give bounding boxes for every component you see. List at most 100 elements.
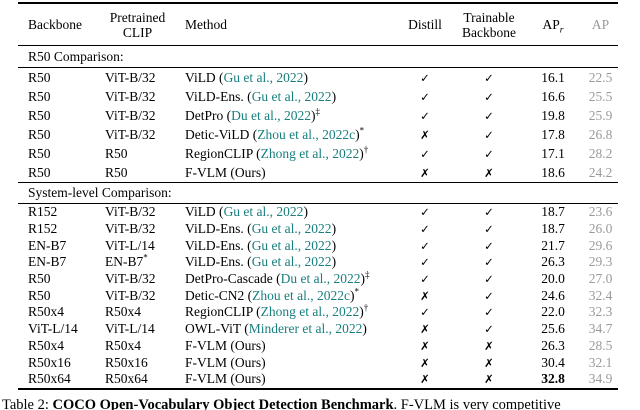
cell-ap-r-value: 30.4: [541, 354, 565, 370]
citation-link[interactable]: Gu et al., 2022: [223, 69, 304, 85]
pretrained-clip-value: ViT-L/14: [105, 321, 155, 337]
cell-backbone: ViT-L/14: [28, 321, 78, 337]
citation-link[interactable]: Zhou et al., 2022c: [257, 126, 356, 142]
method-close-paren: ): [355, 126, 360, 142]
cell-backbone: R50x4: [28, 337, 65, 353]
cell-distill-mark: ✗: [420, 338, 430, 353]
citation-link[interactable]: Gu et al., 2022: [251, 221, 332, 237]
pretrained-clip-value: ViT-B/32: [105, 126, 156, 142]
cell-method: RegionCLIP (Zhong et al., 2022)†: [170, 303, 395, 320]
cell-backbone: R50: [28, 271, 51, 287]
cell-backbone: R50x4: [28, 304, 65, 320]
col-header-pretrained-clip-line1: Pretrained: [109, 9, 166, 25]
cell-trainable-mark: ✗: [484, 372, 494, 387]
cell-method: OWL-ViT (Minderer et al., 2022): [170, 321, 395, 337]
cell-ap-value: 34.7: [588, 321, 613, 337]
bottom-rule: [18, 387, 618, 390]
section-rule-2: [18, 203, 618, 204]
cell-backbone: R50: [28, 126, 51, 142]
cell-distill-mark: ✗: [420, 127, 430, 142]
table-row: R50 ViT-B/32 DetPro (Du et al., 2022)‡ ✓…: [18, 106, 618, 125]
citation-link[interactable]: Gu et al., 2022: [223, 204, 304, 220]
cell-distill-mark: ✓: [420, 108, 430, 123]
table-row: R50x16 R50x16 F-VLM (Ours) ✗ ✗ 30.4 32.1: [18, 354, 618, 371]
cell-ap-value: 25.5: [588, 88, 613, 104]
cell-trainable-mark: ✓: [484, 146, 494, 161]
cell-pretrained-clip: R50x16: [105, 355, 170, 371]
cell-distill-mark: ✓: [420, 255, 430, 270]
citation-link[interactable]: Du et al., 2022: [280, 271, 361, 287]
cell-pretrained-clip: ViT-B/32: [105, 127, 170, 143]
pretrained-clip-value: ViT-B/32: [105, 221, 156, 237]
caption-bold-title: COCO Open-Vocabulary Object Detection Be…: [52, 397, 394, 410]
cell-method: ViLD-Ens. (Gu et al., 2022): [170, 89, 395, 105]
cell-trainable-mark: ✓: [484, 238, 494, 253]
citation-link[interactable]: Zhou et al., 2022c: [252, 287, 350, 303]
cell-method: F-VLM (Ours): [170, 165, 395, 181]
table-row: R50 ViT-B/32 Detic-CN2 (Zhou et al., 202…: [18, 287, 618, 304]
cell-ap-r-value: 17.8: [541, 126, 565, 142]
cell-trainable-mark: ✓: [484, 89, 494, 104]
cell-ap-value: 29.3: [588, 254, 613, 270]
cell-pretrained-clip: ViT-B/32: [105, 271, 170, 287]
ap-r-label: AP: [542, 16, 560, 32]
cell-backbone: R50: [28, 287, 51, 303]
section-title-r50-comparison: R50 Comparison:: [28, 48, 124, 64]
cell-pretrained-clip: ViT-B/32: [105, 108, 170, 124]
col-header-method: Method: [185, 16, 227, 32]
cell-trainable-mark: ✓: [484, 222, 494, 237]
cell-ap-r-value: 16.1: [541, 69, 565, 85]
table-row: R50 R50 RegionCLIP (Zhong et al., 2022)†…: [18, 144, 618, 163]
method-name: F-VLM (Ours): [185, 337, 266, 353]
method-close-paren: ): [349, 287, 355, 303]
table-row: ViT-L/14 ViT-L/14 OWL-ViT (Minderer et a…: [18, 321, 618, 338]
method-close-paren: ): [331, 254, 337, 270]
cell-ap-r-value: 20.0: [541, 271, 565, 287]
cell-method: ViLD-Ens. (Gu et al., 2022): [170, 221, 395, 237]
cell-backbone: EN-B7: [28, 254, 67, 270]
pretrained-clip-value: ViT-B/32: [105, 107, 156, 123]
cell-ap-r-value: 18.7: [541, 204, 565, 220]
citation-link[interactable]: Gu et al., 2022: [251, 88, 332, 104]
cell-backbone: R50: [28, 145, 51, 161]
citation-link[interactable]: Du et al., 2022: [231, 107, 311, 123]
method-name: DetPro (: [185, 107, 232, 123]
cell-ap-r-value: 16.6: [541, 88, 565, 104]
table-caption: Table 2: COCO Open-Vocabulary Object Det…: [2, 396, 638, 410]
col-header-pretrained-clip: Pretrained CLIP: [105, 10, 170, 40]
pretrained-clip-value: ViT-B/32: [105, 287, 156, 303]
pretrained-clip-value: EN-B7: [105, 254, 144, 270]
col-header-trainable-line2: Backbone: [462, 24, 516, 40]
pretrained-clip-value: ViT-B/32: [105, 69, 156, 85]
col-header-pretrained-clip-line2: CLIP: [122, 24, 153, 40]
cell-pretrained-clip: ViT-L/14: [105, 238, 170, 254]
citation-link[interactable]: Gu et al., 2022: [251, 237, 332, 253]
cell-backbone: R50x64: [28, 371, 71, 387]
cell-ap-value: 28.2: [588, 145, 613, 161]
cell-trainable-mark: ✓: [484, 322, 494, 337]
cell-ap-r-value: 25.6: [541, 321, 565, 337]
citation-link[interactable]: Zhong et al., 2022: [260, 304, 360, 320]
cell-ap-value: 34.9: [588, 371, 613, 387]
cell-ap-r-value: 18.7: [541, 221, 565, 237]
method-close-paren: ): [362, 321, 367, 337]
cell-ap-value: 23.6: [588, 204, 613, 220]
pretrained-clip-value: ViT-L/14: [105, 237, 155, 253]
citation-link[interactable]: Gu et al., 2022: [251, 254, 332, 270]
citation-link[interactable]: Zhong et al., 2022: [260, 145, 360, 161]
table-row: R50x4 R50x4 RegionCLIP (Zhong et al., 20…: [18, 303, 618, 321]
cell-trainable-mark: ✓: [484, 70, 494, 85]
cell-method: Detic-ViLD (Zhou et al., 2022c)*: [170, 126, 395, 143]
cell-backbone: EN-B7: [28, 237, 67, 253]
cell-distill-mark: ✓: [420, 305, 430, 320]
cell-method: DetPro (Du et al., 2022)‡: [170, 107, 395, 124]
cell-backbone: R50: [28, 88, 51, 104]
col-header-ap-r: APr: [523, 16, 583, 35]
method-name: F-VLM (Ours): [185, 354, 266, 370]
cell-pretrained-clip: R50x4: [105, 304, 170, 320]
cell-pretrained-clip: R50x64: [105, 371, 170, 387]
cell-backbone: R50x16: [28, 354, 71, 370]
citation-link[interactable]: Minderer et al., 2022: [248, 321, 363, 337]
cell-ap-value: 22.5: [588, 69, 613, 85]
